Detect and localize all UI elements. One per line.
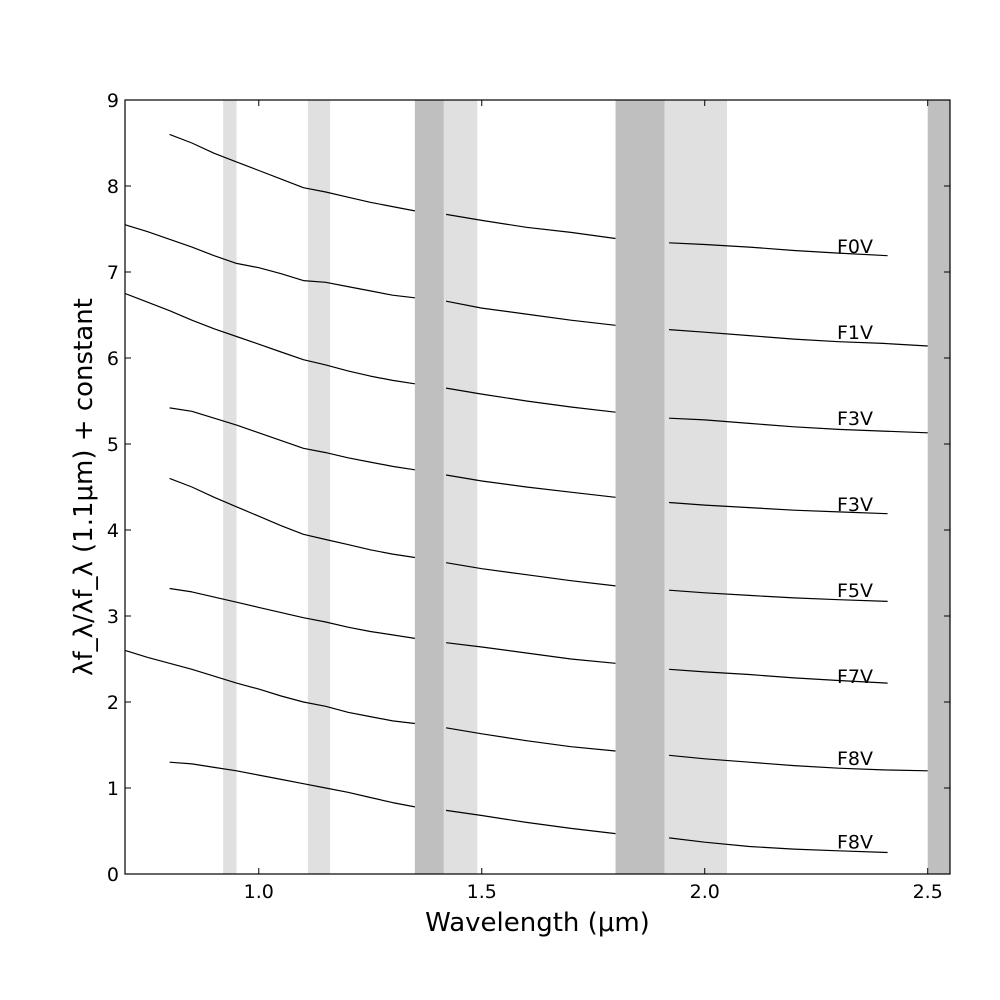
spectra-series	[124, 133, 928, 854]
series-5	[169, 477, 888, 602]
spectrum-segment	[446, 213, 616, 240]
spectrum-segment	[169, 761, 416, 808]
y-axis: 0 1 2 3 4 5 6 7 8 9	[107, 90, 950, 886]
y-tick-label: 6	[107, 348, 119, 370]
spectrum-segment	[124, 224, 415, 299]
spectrum-segment	[446, 727, 616, 752]
y-tick-label: 9	[107, 90, 119, 112]
spectrum-segment	[669, 668, 888, 684]
spectrum-segment	[124, 649, 415, 725]
y-tick-label: 1	[107, 778, 119, 800]
spectrum-segment	[446, 809, 616, 835]
series-3	[124, 292, 928, 434]
band-4	[443, 100, 478, 874]
spectrum-segment	[446, 562, 616, 587]
spectrum-segment	[669, 837, 888, 854]
band-1	[223, 100, 237, 874]
x-axis-label: Wavelength (μm)	[425, 908, 650, 938]
spectrum-segment	[445, 300, 616, 326]
x-tick-label: 1.5	[467, 881, 497, 903]
y-tick-label: 3	[107, 606, 119, 628]
spectrum-segment	[124, 292, 415, 385]
spectrum-segment	[169, 587, 415, 639]
x-tick-label: 1.0	[244, 881, 274, 903]
y-tick-label: 5	[107, 434, 119, 456]
series-8	[169, 761, 888, 854]
plot-frame	[124, 99, 951, 875]
spectrum-segment	[669, 754, 928, 772]
y-tick-label: 4	[107, 520, 119, 542]
series-2	[124, 224, 928, 347]
spectrum-segment	[446, 387, 616, 413]
series-1	[169, 133, 888, 257]
masked-bands	[223, 100, 950, 874]
series-label: F3V	[837, 408, 873, 430]
spectrum-segment	[669, 242, 888, 257]
spectrum-segment	[446, 642, 616, 664]
y-tick-label: 8	[107, 176, 119, 198]
series-label: F1V	[837, 322, 873, 344]
y-tick-label: 0	[107, 864, 119, 886]
series-4	[169, 407, 888, 515]
series-6	[169, 587, 888, 684]
band-3	[414, 100, 444, 874]
series-label: F5V	[837, 580, 873, 602]
series-label: F7V	[837, 666, 873, 688]
y-tick-label: 2	[107, 692, 119, 714]
spectrum-segment	[169, 133, 416, 212]
series-labels: F0V F1V F3V F3V F5V F7V F8V F8V	[837, 236, 873, 853]
spectrum-segment	[446, 474, 616, 498]
spectrum-segment	[169, 477, 415, 559]
band-5	[615, 100, 665, 874]
series-7	[124, 649, 928, 772]
y-tick-label: 7	[107, 262, 119, 284]
spectrum-segment	[669, 589, 888, 602]
series-label: F8V	[837, 748, 873, 770]
series-label: F8V	[837, 831, 873, 853]
series-label: F0V	[837, 236, 873, 258]
band-6	[664, 100, 728, 874]
band-7	[927, 100, 950, 874]
x-axis: 1.0 1.5 2.0 2.5	[244, 100, 943, 903]
band-2	[307, 100, 331, 874]
spectrum-segment	[169, 407, 415, 471]
series-label: F3V	[837, 494, 873, 516]
spectrum-segment	[669, 501, 888, 515]
spectrum-segment	[669, 329, 928, 347]
x-tick-label: 2.5	[913, 881, 943, 903]
y-axis-label: λf_λ/λf_λ (1.1μm) + constant	[69, 298, 99, 676]
spectrum-segment	[669, 417, 928, 434]
x-tick-label: 2.0	[690, 881, 720, 903]
